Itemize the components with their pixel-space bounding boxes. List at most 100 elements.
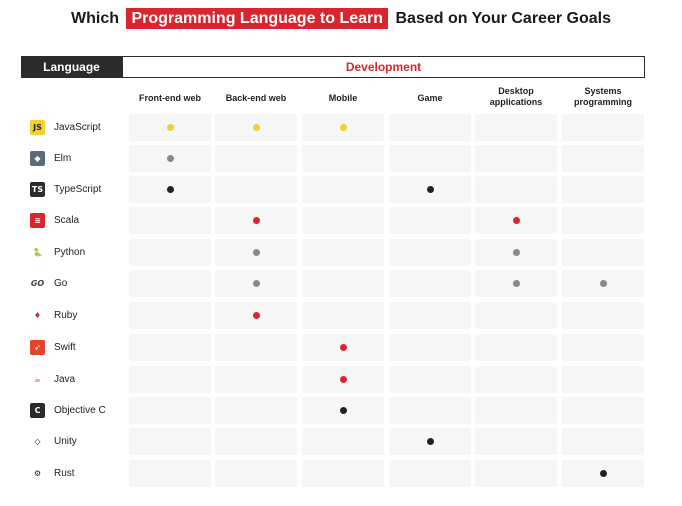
row-label: TS TypeScript — [30, 176, 128, 203]
matrix-cell — [129, 459, 211, 487]
matrix-cell — [129, 301, 211, 329]
matrix-cell — [302, 206, 384, 234]
matrix-cell — [562, 144, 644, 172]
row-label: ♦ Ruby — [30, 302, 128, 329]
marker-dot — [166, 185, 174, 193]
language-name: Swift — [54, 341, 76, 353]
language-name: Unity — [54, 435, 77, 447]
matrix-cell — [475, 427, 557, 455]
table-header: Language Development — [21, 56, 645, 78]
matrix-cell — [129, 269, 211, 297]
language-name: Go — [54, 277, 68, 289]
marker-dot — [339, 343, 347, 351]
matrix-cell — [475, 301, 557, 329]
matrix-cell — [562, 301, 644, 329]
matrix-cell — [389, 301, 471, 329]
marker-dot — [252, 123, 260, 131]
matrix-cell — [475, 459, 557, 487]
matrix-cell — [475, 396, 557, 424]
matrix-cell — [215, 459, 297, 487]
matrix-cell — [215, 365, 297, 393]
unity-icon: ◇ — [34, 436, 41, 446]
marker-dot — [426, 437, 434, 445]
matrix-cell — [302, 144, 384, 172]
matrix-cell — [562, 175, 644, 203]
matrix-cell — [475, 113, 557, 141]
objective-c-icon: C — [30, 402, 45, 418]
matrix-cell — [389, 333, 471, 361]
language-name: JavaScript — [54, 121, 101, 133]
matrix-cell — [562, 206, 644, 234]
matrix-cell — [475, 144, 557, 172]
javascript-icon: JS — [30, 119, 45, 135]
language-name: Objective C — [54, 404, 106, 416]
matrix-cell — [129, 333, 211, 361]
language-name: Java — [54, 373, 76, 385]
matrix-cell — [475, 365, 557, 393]
matrix-cell — [129, 238, 211, 266]
go-icon: GO — [30, 278, 45, 288]
elm-icon: ◆ — [30, 150, 45, 166]
matrix-cell — [562, 113, 644, 141]
row-label: ◆ Elm — [30, 145, 128, 172]
language-name: Elm — [54, 152, 72, 164]
python-icon: 🐍 — [32, 247, 43, 257]
matrix-cell — [129, 365, 211, 393]
title-highlight: Programming Language to Learn — [126, 8, 389, 29]
matrix-cell — [215, 333, 297, 361]
column-header: Systems programming — [573, 86, 632, 107]
matrix-cell — [302, 238, 384, 266]
marker-dot — [166, 123, 174, 131]
matrix-cell — [389, 238, 471, 266]
matrix-cell — [389, 269, 471, 297]
title-suffix: Based on Your Career Goals — [395, 10, 611, 27]
matrix-cell — [302, 175, 384, 203]
matrix-cell — [475, 175, 557, 203]
matrix-cell — [389, 459, 471, 487]
marker-dot — [166, 154, 174, 162]
ruby-icon: ♦ — [33, 310, 42, 320]
column-header: Game — [417, 93, 443, 103]
language-name: Ruby — [54, 309, 78, 321]
row-label: JS JavaScript — [30, 114, 128, 141]
column-header: Back-end web — [225, 93, 287, 103]
typescript-icon: TS — [30, 181, 45, 197]
column-header: Mobile — [328, 93, 358, 103]
marker-dot — [512, 279, 520, 287]
marker-dot — [339, 375, 347, 383]
column-header: Desktop applications — [489, 86, 543, 107]
matrix-cell — [129, 396, 211, 424]
matrix-cell — [215, 396, 297, 424]
rust-icon: ⚙ — [33, 468, 42, 478]
language-name: TypeScript — [54, 183, 102, 195]
marker-dot — [512, 248, 520, 256]
marker-dot — [252, 216, 260, 224]
scala-icon: ≋ — [30, 212, 45, 228]
row-label: C Objective C — [30, 397, 128, 424]
matrix-cell — [302, 427, 384, 455]
matrix-cell — [562, 427, 644, 455]
language-name: Scala — [54, 214, 80, 226]
language-header: Language — [21, 56, 122, 78]
matrix-cell — [215, 144, 297, 172]
matrix-cell — [389, 396, 471, 424]
matrix-cell — [389, 206, 471, 234]
marker-dot — [599, 469, 607, 477]
marker-dot — [339, 123, 347, 131]
row-label: ☕ Java — [30, 366, 128, 393]
column-header: Front-end web — [139, 93, 201, 103]
matrix-cell — [129, 427, 211, 455]
language-name: Rust — [54, 467, 75, 479]
matrix-cell — [475, 333, 557, 361]
title-prefix: Which — [71, 10, 119, 27]
matrix-cell — [215, 427, 297, 455]
matrix-cell — [562, 238, 644, 266]
matrix-cell — [302, 269, 384, 297]
language-name: Python — [54, 246, 86, 258]
marker-dot — [252, 279, 260, 287]
java-icon: ☕ — [33, 374, 42, 384]
matrix-cell — [129, 206, 211, 234]
row-label: GO Go — [30, 270, 128, 297]
row-label: ⚙ Rust — [30, 460, 128, 487]
marker-dot — [512, 216, 520, 224]
